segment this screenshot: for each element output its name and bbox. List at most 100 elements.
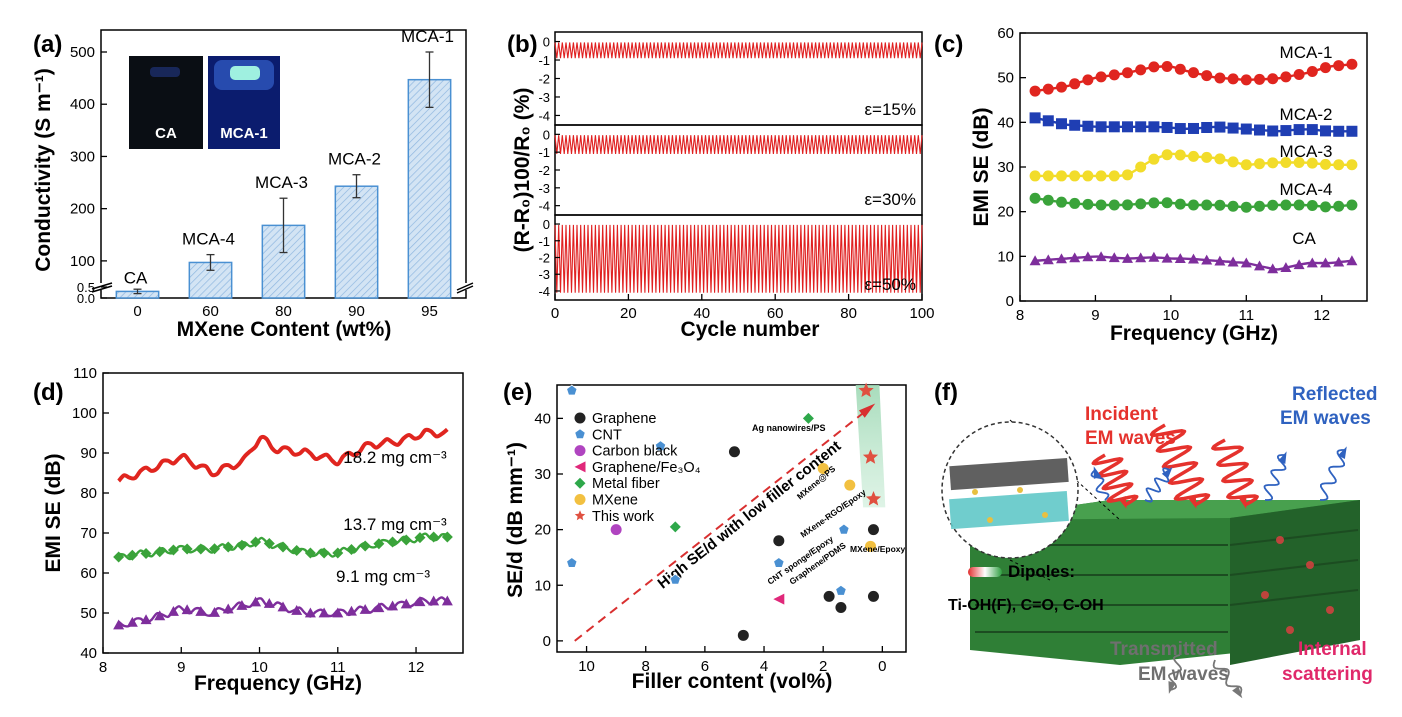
data-point [441, 595, 453, 606]
data-point [1188, 199, 1199, 211]
y-tick-label: 30 [997, 159, 1014, 176]
bar [407, 78, 452, 299]
panel-e-x-label: Filler content (vol%) [632, 670, 833, 693]
data-point [1148, 61, 1160, 73]
data-point [1293, 199, 1305, 211]
data-point [1201, 151, 1213, 163]
data-point [1188, 67, 1199, 79]
data-point [1254, 124, 1266, 136]
data-point [154, 546, 166, 558]
data-point [441, 531, 453, 543]
panel-b-x-label: Cycle number [681, 318, 820, 341]
data-point [318, 607, 330, 618]
data-point [1069, 197, 1081, 209]
legend-marker [574, 445, 586, 457]
y-tick-label: 20 [997, 204, 1014, 221]
panel-b-y-label: (R-R₀)100/R₀ (%) [511, 88, 534, 253]
incident-wave-head [1238, 496, 1247, 509]
data-point [1174, 149, 1186, 161]
data-point [1174, 123, 1186, 135]
data-point [332, 547, 344, 559]
strain-label: ε=15% [864, 100, 916, 119]
data-point [1174, 198, 1186, 210]
data-point [1029, 85, 1041, 97]
panel-b-x-ticks: 0 20 40 60 80 100 [551, 294, 935, 322]
x-tick-label: 60 [202, 303, 219, 320]
y-tick-label: -2 [538, 163, 550, 178]
data-point [1082, 74, 1094, 86]
x-tick-label: 10 [251, 659, 268, 676]
trend-arrowhead [858, 403, 876, 418]
data-point [1148, 197, 1160, 209]
cycle-signal [554, 224, 923, 293]
data-point [359, 604, 371, 614]
data-point [1069, 170, 1081, 182]
x-tick-label: 11 [1239, 307, 1255, 324]
inset-label-mca1: MCA-1 [220, 125, 268, 142]
panel-c-y-label: EMI SE (dB) [970, 108, 993, 227]
data-point [1214, 72, 1226, 84]
data-point [1055, 196, 1067, 208]
data-point [1267, 157, 1279, 169]
bar-label: MCA-3 [255, 173, 308, 192]
y-tick-label: 110 [73, 365, 97, 382]
data-point [1293, 157, 1305, 169]
data-point [387, 536, 399, 548]
data-point [1201, 254, 1213, 265]
data-point [1121, 121, 1133, 133]
data-point [1121, 169, 1133, 181]
data-point [1095, 71, 1107, 83]
data-point [428, 531, 440, 543]
y-tick-label: -2 [538, 72, 550, 87]
data-point [1214, 255, 1226, 266]
panel-c-ticks: 8 9 10 11 12 0 10 20 30 40 50 60 [997, 25, 1330, 324]
data-point [1346, 159, 1358, 171]
data-point [1069, 252, 1081, 263]
x-tick-label: 10 [1163, 307, 1180, 324]
x-tick-label: 20 [620, 305, 637, 322]
data-point [373, 602, 385, 613]
y-tick-label: 500 [70, 44, 95, 61]
transmitted-wave-head [1168, 681, 1176, 694]
x-tick-label: 12 [408, 659, 425, 676]
y-tick-label: -1 [538, 234, 550, 249]
reflected-wave-head [1093, 466, 1102, 479]
panel-e-frame [556, 384, 907, 653]
series-label: 18.2 mg cm⁻³ [343, 448, 447, 467]
data-point [1320, 257, 1332, 268]
x-tick-label: 40 [693, 305, 710, 322]
legend-marker [574, 477, 586, 489]
legend-marker [574, 510, 586, 521]
data-point [1280, 157, 1292, 169]
data-point [862, 449, 879, 464]
data-point [1082, 120, 1094, 132]
data-point [773, 535, 785, 547]
data-point [1029, 112, 1041, 124]
y-tick-label: -1 [538, 53, 550, 68]
x-tick-label: 8 [99, 659, 107, 676]
data-point [332, 607, 344, 618]
data-point [154, 610, 166, 621]
reflected-label-line1: Reflected [1292, 384, 1378, 405]
data-point [1320, 125, 1332, 137]
reflected-label-line2: EM waves [1280, 408, 1371, 429]
series-label: MCA-1 [1280, 43, 1333, 62]
x-tick-label: 8 [642, 658, 650, 675]
data-point [1240, 257, 1252, 268]
scattering-label-line2: scattering [1282, 664, 1373, 685]
panel-e-points [566, 382, 882, 641]
data-point [181, 604, 193, 615]
data-point [610, 524, 622, 536]
transmitted-wave [1212, 659, 1243, 696]
x-tick-label: 90 [348, 303, 365, 320]
legend-marker [574, 412, 586, 424]
legend-marker [574, 428, 586, 440]
data-point [669, 573, 681, 585]
panel-f-schematic: (f) [934, 379, 1378, 699]
data-point [669, 521, 681, 533]
panel-a-y-ticks: 0.00.5 100 200 300 400 500 [70, 44, 107, 306]
data-point [1095, 121, 1107, 133]
legend-marker [574, 494, 586, 505]
data-point [1055, 253, 1067, 264]
